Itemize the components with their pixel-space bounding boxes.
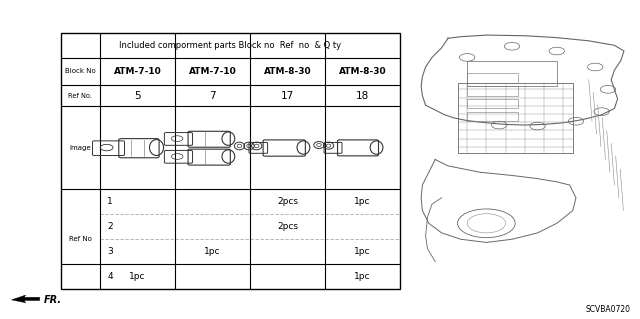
Text: 17: 17 [281,91,294,100]
Text: Ref No: Ref No [69,236,92,242]
Text: FR.: FR. [44,295,61,305]
Text: 5: 5 [134,91,141,100]
Bar [467,86,518,96]
Text: 1pc: 1pc [354,247,371,256]
Text: 1pc: 1pc [354,197,371,206]
Text: 1pc: 1pc [354,272,371,281]
Bar [467,112,518,121]
Text: 1pc: 1pc [204,247,221,256]
Text: Block No: Block No [65,69,95,74]
Polygon shape [12,295,40,303]
Text: ATM-8-30: ATM-8-30 [339,67,387,76]
Text: 2: 2 [107,222,113,231]
Text: 4: 4 [107,272,113,281]
Bar [467,73,518,83]
Text: SCVBA0720: SCVBA0720 [586,305,630,314]
Text: 2pcs: 2pcs [277,197,298,206]
Text: 3: 3 [107,247,113,256]
Text: 2pcs: 2pcs [277,222,298,231]
Text: 18: 18 [356,91,369,100]
Text: Ref No.: Ref No. [68,93,92,99]
Text: ATM-7-10: ATM-7-10 [189,67,236,76]
Bar [467,61,557,86]
Text: 7: 7 [209,91,216,100]
Text: ATM-7-10: ATM-7-10 [113,67,161,76]
Text: 1pc: 1pc [129,272,145,281]
Text: ATM-8-30: ATM-8-30 [264,67,311,76]
Text: Image: Image [70,145,91,151]
Bar [61,33,400,289]
Bar [458,83,573,153]
Text: Included comporment parts Block no  Ref  no  & Q ty: Included comporment parts Block no Ref n… [119,41,342,50]
Bar [467,99,518,108]
Text: 1: 1 [107,197,113,206]
